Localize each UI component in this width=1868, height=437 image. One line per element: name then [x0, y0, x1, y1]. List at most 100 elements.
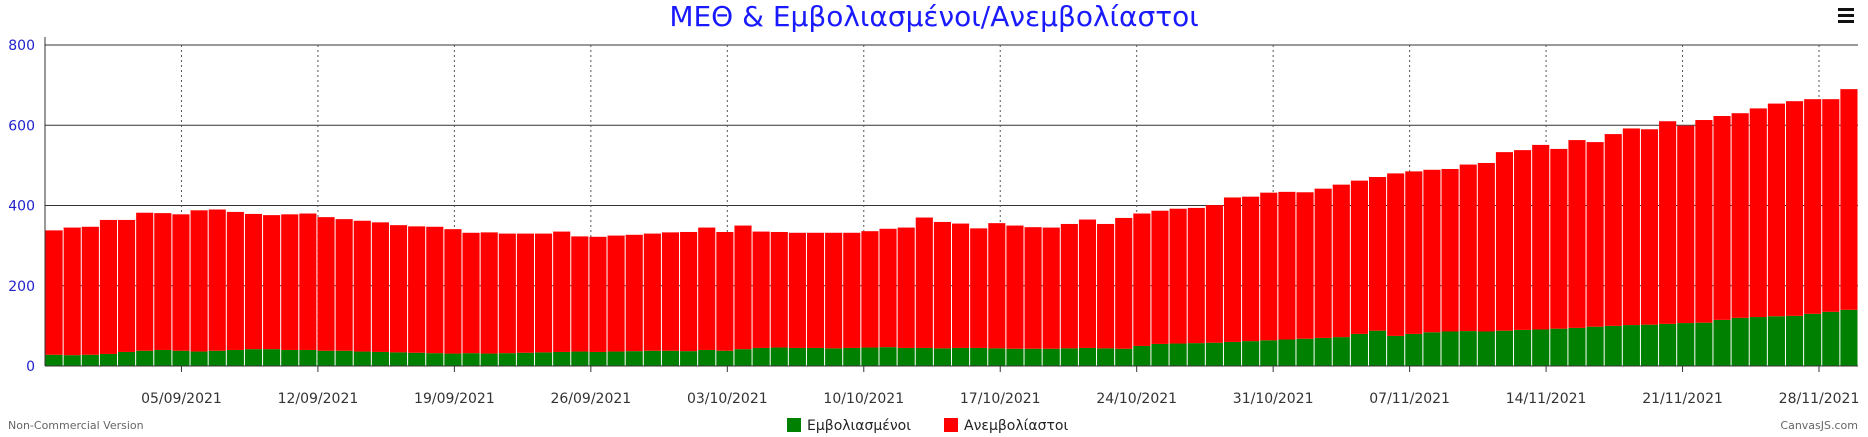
- bar-vaccinated[interactable]: [770, 347, 788, 366]
- bar-vaccinated[interactable]: [1296, 338, 1314, 366]
- menu-button[interactable]: [1834, 4, 1858, 28]
- bar-unvaccinated[interactable]: [353, 220, 371, 352]
- bar-vaccinated[interactable]: [154, 349, 172, 366]
- bar-vaccinated[interactable]: [1604, 325, 1622, 367]
- bar-unvaccinated[interactable]: [190, 210, 208, 352]
- bar-vaccinated[interactable]: [1097, 348, 1115, 366]
- bar-vaccinated[interactable]: [63, 355, 81, 366]
- bar-vaccinated[interactable]: [1078, 347, 1097, 366]
- bar-vaccinated[interactable]: [897, 347, 915, 366]
- bar-vaccinated[interactable]: [1459, 331, 1477, 366]
- canvasjs-credit-link[interactable]: CanvasJS.com: [1780, 419, 1858, 432]
- bar-vaccinated[interactable]: [553, 351, 571, 366]
- bar-vaccinated[interactable]: [571, 351, 589, 366]
- bar-vaccinated[interactable]: [1731, 317, 1749, 366]
- bar-vaccinated[interactable]: [1187, 343, 1205, 366]
- bar-unvaccinated[interactable]: [81, 226, 99, 355]
- bar-vaccinated[interactable]: [734, 349, 752, 366]
- bar-vaccinated[interactable]: [1532, 329, 1550, 366]
- bar-unvaccinated[interactable]: [661, 232, 680, 351]
- bar-unvaccinated[interactable]: [1060, 223, 1078, 349]
- bar-vaccinated[interactable]: [861, 347, 879, 366]
- bar-vaccinated[interactable]: [879, 347, 897, 366]
- bar-unvaccinated[interactable]: [1640, 129, 1659, 325]
- bar-vaccinated[interactable]: [1640, 324, 1659, 366]
- bar-vaccinated[interactable]: [752, 347, 770, 366]
- bar-unvaccinated[interactable]: [1659, 121, 1677, 324]
- bar-vaccinated[interactable]: [1622, 325, 1640, 366]
- bar-vaccinated[interactable]: [1749, 317, 1767, 366]
- bar-unvaccinated[interactable]: [408, 226, 426, 353]
- bar-vaccinated[interactable]: [1223, 341, 1242, 366]
- bar-unvaccinated[interactable]: [1822, 99, 1840, 312]
- bar-unvaccinated[interactable]: [462, 232, 480, 354]
- bar-unvaccinated[interactable]: [1423, 169, 1441, 333]
- bar-vaccinated[interactable]: [1568, 327, 1586, 366]
- bar-vaccinated[interactable]: [1586, 326, 1604, 366]
- bar-unvaccinated[interactable]: [480, 232, 498, 354]
- bar-unvaccinated[interactable]: [1006, 225, 1024, 349]
- bar-unvaccinated[interactable]: [1078, 219, 1097, 348]
- bar-vaccinated[interactable]: [335, 350, 353, 366]
- bar-unvaccinated[interactable]: [806, 232, 825, 348]
- bar-unvaccinated[interactable]: [770, 231, 788, 348]
- bar-vaccinated[interactable]: [625, 351, 643, 366]
- bar-vaccinated[interactable]: [788, 347, 806, 366]
- bar-unvaccinated[interactable]: [281, 214, 299, 350]
- bar-vaccinated[interactable]: [806, 347, 825, 366]
- bar-vaccinated[interactable]: [1659, 323, 1677, 366]
- bar-unvaccinated[interactable]: [1441, 168, 1459, 332]
- bar-unvaccinated[interactable]: [45, 230, 63, 355]
- bar-unvaccinated[interactable]: [843, 232, 861, 348]
- bar-vaccinated[interactable]: [535, 352, 553, 366]
- legend[interactable]: Εμβολιασμένοι Ανεμβολίαστοι: [787, 418, 1068, 434]
- bar-unvaccinated[interactable]: [607, 235, 625, 352]
- bar-unvaccinated[interactable]: [1550, 148, 1568, 329]
- bar-vaccinated[interactable]: [389, 352, 408, 366]
- bar-unvaccinated[interactable]: [1205, 205, 1223, 343]
- bar-unvaccinated[interactable]: [208, 209, 226, 351]
- bar-unvaccinated[interactable]: [1169, 208, 1187, 344]
- bar-vaccinated[interactable]: [607, 351, 625, 366]
- bar-unvaccinated[interactable]: [1840, 89, 1858, 310]
- bar-unvaccinated[interactable]: [136, 212, 154, 351]
- bar-vaccinated[interactable]: [208, 350, 226, 366]
- bar-unvaccinated[interactable]: [1115, 217, 1133, 349]
- bar-unvaccinated[interactable]: [1495, 152, 1514, 331]
- bar-unvaccinated[interactable]: [226, 211, 244, 350]
- bar-vaccinated[interactable]: [1115, 348, 1133, 366]
- bar-unvaccinated[interactable]: [861, 231, 879, 348]
- bar-vaccinated[interactable]: [589, 351, 607, 366]
- bar-unvaccinated[interactable]: [589, 236, 607, 352]
- bar-vaccinated[interactable]: [1332, 337, 1350, 366]
- bar-unvaccinated[interactable]: [154, 213, 172, 350]
- bar-unvaccinated[interactable]: [1532, 144, 1550, 330]
- bar-vaccinated[interactable]: [244, 349, 263, 366]
- bar-vaccinated[interactable]: [498, 353, 516, 366]
- bar-unvaccinated[interactable]: [371, 222, 389, 352]
- bar-unvaccinated[interactable]: [1368, 177, 1387, 331]
- bar-unvaccinated[interactable]: [915, 217, 933, 348]
- bar-vaccinated[interactable]: [933, 348, 951, 366]
- bar-unvaccinated[interactable]: [498, 233, 516, 354]
- bar-vaccinated[interactable]: [263, 349, 281, 366]
- bar-unvaccinated[interactable]: [897, 227, 915, 348]
- bar-unvaccinated[interactable]: [1586, 142, 1604, 327]
- bar-vaccinated[interactable]: [444, 353, 462, 366]
- bar-vaccinated[interactable]: [136, 350, 154, 366]
- bar-vaccinated[interactable]: [1550, 328, 1568, 366]
- bar-unvaccinated[interactable]: [825, 232, 843, 349]
- bar-vaccinated[interactable]: [1314, 337, 1332, 366]
- bar-unvaccinated[interactable]: [444, 229, 462, 354]
- bar-vaccinated[interactable]: [716, 350, 734, 366]
- bar-vaccinated[interactable]: [1042, 348, 1060, 366]
- bar-unvaccinated[interactable]: [1785, 101, 1804, 316]
- bar-unvaccinated[interactable]: [952, 223, 970, 348]
- bar-unvaccinated[interactable]: [1405, 171, 1423, 334]
- bar-vaccinated[interactable]: [172, 350, 190, 366]
- bar-unvaccinated[interactable]: [1514, 150, 1532, 330]
- bar-vaccinated[interactable]: [45, 354, 63, 366]
- bar-unvaccinated[interactable]: [535, 233, 553, 353]
- bar-vaccinated[interactable]: [1822, 311, 1840, 366]
- bar-unvaccinated[interactable]: [1459, 164, 1477, 332]
